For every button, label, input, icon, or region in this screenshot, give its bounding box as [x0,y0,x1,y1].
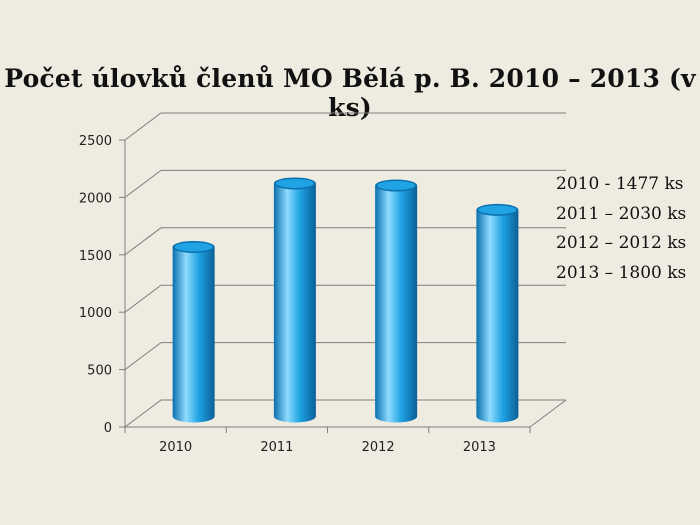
x-tick-label-2012: 2012 [362,440,395,455]
note-2011: 2011 – 2030 ks [556,203,687,224]
gridline-2 [124,284,566,313]
bars [172,177,519,423]
x-tick-label-2013: 2013 [463,440,496,455]
floor-edge [529,399,567,428]
bar-body-2012 [375,185,418,423]
bar-2010 [172,240,215,423]
gridline-0 [124,399,566,428]
slide-title: Počet úlovků členů MO Bělá p. B. 2010 – … [4,64,696,122]
gridline-5 [124,112,566,141]
bar-body-2011 [273,183,316,423]
bar-2011 [273,177,316,423]
bar-top-inner-2013 [478,205,517,215]
y-tick-label-5: 2500 [79,134,112,149]
bar-body-2010 [172,246,215,423]
y-tick-label-3: 1500 [79,249,112,264]
y-tick-label-4: 2000 [79,191,112,206]
note-2012: 2012 – 2012 ks [556,233,687,253]
value-notes: 2010 - 1477 ks 2011 – 2030 ks 2012 – 201… [556,170,686,288]
y-tick-label-0: 0 [104,421,112,436]
x-tick-label-2011: 2011 [260,440,293,455]
axes [119,139,567,433]
gridline-4 [124,169,566,198]
y-tick-label-1: 500 [87,364,112,379]
x-tick-label-2010: 2010 [159,440,192,455]
bar-2013 [476,203,519,423]
bar-top-inner-2010 [174,242,213,252]
note-2010: 2010 - 1477 ks [556,174,684,194]
bar-top-inner-2011 [275,178,314,188]
tick-labels: 0 500 1000 1500 2000 2500 2010 2011 2012 2013 [79,134,496,455]
note-2013: 2013 – 1800 ks [556,262,687,283]
bar-top-inner-2012 [377,181,416,191]
gridline-3 [124,227,566,256]
bar-2012 [375,179,418,423]
y-tick-label-2: 1000 [79,306,112,321]
gridlines [124,112,566,428]
bar-body-2013 [476,209,519,423]
gridline-1 [124,342,566,370]
